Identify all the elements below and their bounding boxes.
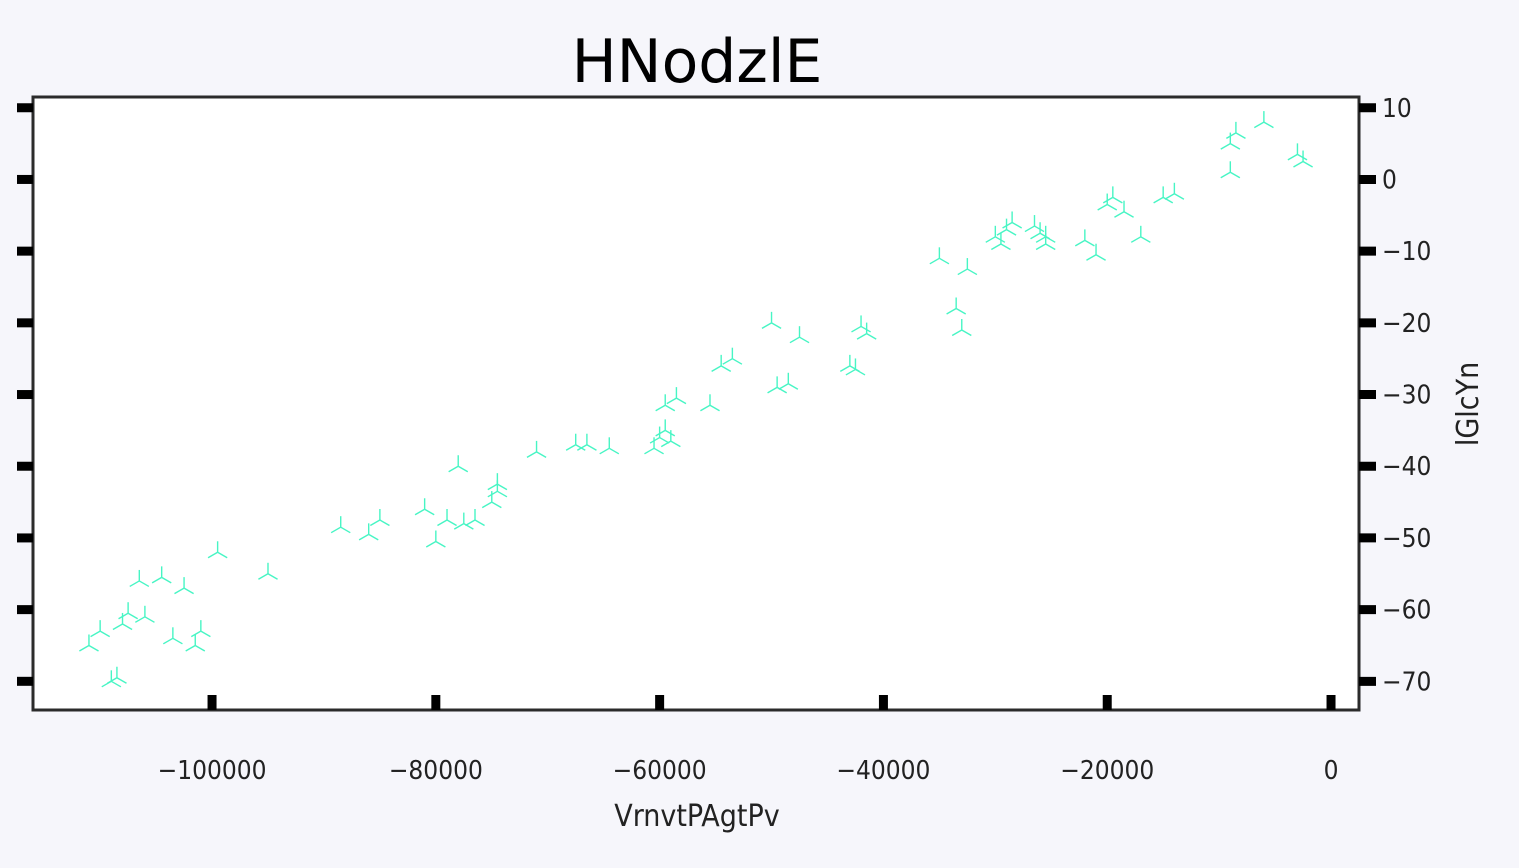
data-point <box>856 322 877 340</box>
data-point <box>1220 132 1241 150</box>
data-points <box>79 111 1313 688</box>
y-tick-label: −50 <box>1382 524 1431 554</box>
y-tick-label: −60 <box>1382 596 1431 626</box>
data-point <box>487 473 508 491</box>
data-point <box>565 433 586 451</box>
data-point <box>185 634 206 652</box>
data-point <box>929 247 950 265</box>
data-point <box>655 419 676 437</box>
data-point <box>1102 186 1123 204</box>
data-point <box>1074 229 1095 247</box>
x-tick-label: −100000 <box>158 756 267 786</box>
x-tick-label: 0 <box>1324 756 1339 786</box>
data-point <box>845 358 866 376</box>
data-point <box>985 225 1006 243</box>
data-point <box>957 258 978 276</box>
data-point <box>107 666 127 684</box>
data-point <box>1114 200 1134 218</box>
chart-title: HNodzlE <box>572 27 823 97</box>
data-point <box>258 562 278 580</box>
data-point <box>207 541 228 559</box>
data-point <box>851 315 871 333</box>
data-point <box>700 394 720 412</box>
data-point <box>1002 211 1023 229</box>
data-point <box>1287 143 1308 161</box>
data-point <box>369 509 390 527</box>
data-point <box>1086 243 1106 261</box>
data-point <box>414 498 435 516</box>
data-point <box>190 620 211 638</box>
x-tick-label: −20000 <box>1060 756 1154 786</box>
data-point <box>599 437 620 455</box>
data-point <box>465 509 485 527</box>
data-point <box>425 530 446 548</box>
data-point <box>951 319 972 337</box>
data-point <box>1220 161 1241 179</box>
y-axis: 10 0 −10 −20 −30 −40 −50 −60 −70 <box>17 94 1431 697</box>
x-tick-label: −40000 <box>836 756 930 786</box>
data-point <box>660 430 681 448</box>
data-point <box>1293 150 1313 168</box>
plot-area <box>31 95 1361 712</box>
data-point <box>1153 186 1174 204</box>
data-point <box>1130 225 1151 243</box>
y-tick-label: −30 <box>1382 381 1431 411</box>
data-point <box>655 394 676 412</box>
data-point <box>946 297 967 315</box>
data-point <box>789 326 810 344</box>
data-point <box>1253 111 1274 129</box>
data-point <box>711 354 732 372</box>
data-point <box>437 509 457 527</box>
data-point <box>118 602 139 620</box>
data-point <box>767 376 788 394</box>
data-point <box>991 232 1011 251</box>
data-point <box>174 577 194 595</box>
data-point <box>330 516 351 534</box>
data-point <box>448 455 469 473</box>
y-tick-label: 10 <box>1382 94 1412 124</box>
data-point <box>722 347 743 365</box>
x-axis: −100000 −80000 −60000 −40000 −20000 0 <box>158 695 1339 786</box>
data-point <box>576 433 597 451</box>
data-point <box>1097 193 1118 211</box>
y-tick-label: 0 <box>1382 165 1397 195</box>
data-point <box>151 566 172 584</box>
data-point <box>761 311 782 329</box>
data-point <box>644 437 664 455</box>
data-point <box>649 426 670 444</box>
y-tick-label: −20 <box>1382 309 1431 339</box>
x-axis-label: VrnvtPAgtPv <box>614 799 779 834</box>
data-point <box>129 569 150 588</box>
data-point <box>90 620 111 638</box>
data-point <box>358 523 379 541</box>
data-point <box>453 512 474 530</box>
data-point <box>1024 215 1045 233</box>
data-point <box>1035 232 1056 251</box>
data-point <box>526 440 547 459</box>
y-tick-label: −40 <box>1382 452 1431 482</box>
data-point <box>112 612 133 631</box>
y-tick-label: −70 <box>1382 667 1431 697</box>
data-point <box>1225 121 1246 139</box>
data-point <box>1164 182 1185 200</box>
x-tick-label: −80000 <box>389 756 483 786</box>
y-tick-label: −10 <box>1382 237 1431 267</box>
data-point <box>666 387 687 405</box>
data-point <box>79 634 99 652</box>
data-point <box>162 627 183 645</box>
data-point <box>996 218 1017 236</box>
x-tick-label: −60000 <box>613 756 707 786</box>
data-point <box>134 605 155 623</box>
y-axis-label: lGlcYn <box>1451 362 1486 446</box>
data-point <box>778 372 799 390</box>
data-point <box>481 491 502 509</box>
